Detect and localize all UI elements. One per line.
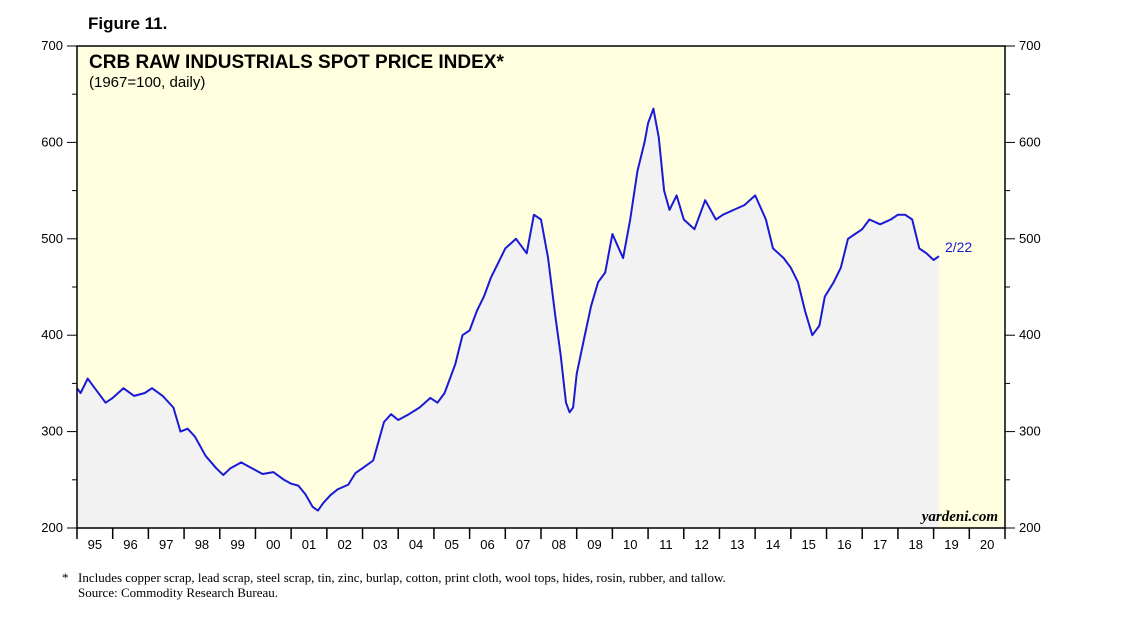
x-tick-label: 11: [659, 537, 673, 552]
watermark: yardeni.com: [920, 509, 998, 525]
end-value-label: 2/22: [945, 239, 972, 255]
footnote-source: Source: Commodity Research Bureau.: [78, 585, 279, 600]
x-tick-label: 99: [230, 537, 244, 552]
x-axis: 95 96 97 98 99 00 01 02 03 04 05 06 07 08 09 10 11 12 13 14…: [76, 528, 1006, 552]
x-tick-label: 03: [373, 537, 387, 552]
x-tick-label: 15: [801, 537, 815, 552]
x-tick-label: 02: [337, 537, 351, 552]
x-tick-label: 00: [266, 537, 280, 552]
x-tick-label: 05: [445, 537, 459, 552]
x-tick-label: 16: [837, 537, 851, 552]
x-tick-label: 17: [873, 537, 887, 552]
x-tick-label: 18: [909, 537, 923, 552]
footnote-line-2: Source: Commodity Research Bureau.: [62, 585, 726, 600]
footnote-marker: *: [62, 570, 69, 585]
x-tick-label: 10: [623, 537, 637, 552]
y-tick-label-right: 500: [1019, 231, 1041, 246]
chart-subtitle: (1967=100, daily): [89, 74, 205, 91]
footnote: * Includes copper scrap, lead scrap, stee…: [62, 570, 726, 600]
x-tick-label: 07: [516, 537, 530, 552]
x-tick-label: 14: [766, 537, 780, 552]
y-tick-label-left: 400: [41, 327, 63, 342]
x-tick-label: 97: [159, 537, 173, 552]
y-axis-right: 200 300 400 500 600 700: [1005, 38, 1041, 535]
y-tick-label-left: 700: [41, 38, 63, 53]
x-tick-label: 13: [730, 537, 744, 552]
x-tick-label: 95: [88, 537, 102, 552]
x-tick-label: 04: [409, 537, 423, 552]
plot-border: [76, 45, 1006, 529]
x-tick-label: 20: [980, 537, 994, 552]
x-tick-label: 01: [302, 537, 316, 552]
y-tick-label-left: 300: [41, 424, 63, 439]
x-tick-label: 12: [694, 537, 708, 552]
series-line: [76, 107, 940, 512]
y-tick-label-right: 700: [1019, 38, 1041, 53]
x-tick-label: 06: [480, 537, 494, 552]
x-tick-label: 96: [123, 537, 137, 552]
x-tick-label: 08: [552, 537, 566, 552]
y-tick-label-right: 200: [1019, 520, 1041, 535]
y-tick-label-left: 200: [41, 520, 63, 535]
figure-label: Figure 11.: [88, 14, 168, 33]
x-tick-label: 98: [195, 537, 209, 552]
y-tick-label-right: 600: [1019, 134, 1041, 149]
chart-title: CRB RAW INDUSTRIALS SPOT PRICE INDEX*: [89, 52, 504, 73]
y-tick-label-left: 600: [41, 134, 63, 149]
y-axis-left: 200 300 400 500 600 700: [41, 38, 77, 535]
x-tick-label: 09: [587, 537, 601, 552]
y-tick-label-left: 500: [41, 231, 63, 246]
footnote-line-1: * Includes copper scrap, lead scrap, stee…: [62, 570, 726, 585]
x-tick-label: 19: [944, 537, 958, 552]
footnote-text: Includes copper scrap, lead scrap, steel…: [78, 570, 726, 585]
y-tick-label-right: 300: [1019, 424, 1041, 439]
series-area-fill: [77, 108, 939, 528]
y-tick-label-right: 400: [1019, 327, 1041, 342]
